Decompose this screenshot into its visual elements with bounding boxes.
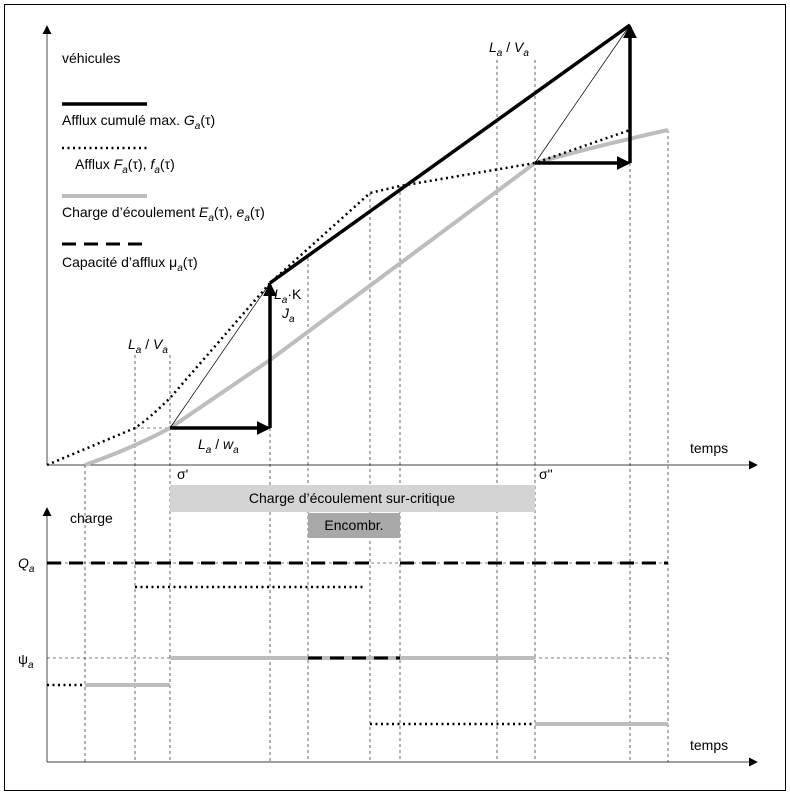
text-part: L — [128, 336, 136, 352]
text-part: L — [489, 39, 497, 55]
text-part: (τ) — [250, 204, 265, 220]
text-part: Afflux cumulé max. — [62, 112, 184, 128]
text-part: F — [114, 156, 124, 172]
axes — [42, 25, 758, 767]
band-label: Encombr. — [324, 517, 383, 533]
text-part: (τ), — [128, 156, 151, 172]
text-part: / — [211, 436, 223, 452]
text-part: / — [502, 39, 514, 55]
legend-label: Charge d’écoulement Ea(τ), ea(τ) — [62, 204, 265, 224]
text-part: a — [233, 445, 239, 456]
level-label: Qa — [18, 555, 35, 575]
annotation: La·K — [274, 286, 302, 306]
legend-swatches — [62, 102, 147, 246]
text-part: V — [153, 336, 164, 352]
text-part: Q — [18, 555, 29, 571]
text-part: (τ) — [183, 254, 198, 270]
text-part: (τ), — [214, 204, 237, 220]
text-part: a — [206, 445, 212, 456]
lower-x-axis-label: temps — [690, 737, 728, 753]
annotation: La / Va — [128, 336, 168, 356]
text-part: a — [136, 345, 142, 356]
text-part: f — [150, 156, 156, 172]
level-label: ψa — [18, 651, 34, 671]
text-part: L — [274, 286, 282, 302]
x-axis-label: temps — [690, 440, 728, 456]
congestion-band — [308, 513, 400, 538]
lower-y-axis-label: charge — [70, 510, 113, 526]
text-part: a — [282, 295, 288, 306]
text-part: e — [237, 204, 245, 220]
text-part: L — [198, 436, 206, 452]
text-part: a — [177, 263, 183, 274]
text-part: Charge d’écoulement — [62, 204, 199, 220]
frame — [4, 4, 786, 791]
text-part: a — [154, 165, 160, 176]
y-axis-label: véhicules — [62, 50, 120, 66]
text-part: J — [281, 305, 290, 321]
text-part: a — [162, 345, 168, 356]
supercritical-band — [170, 485, 535, 512]
text-part: a — [208, 213, 214, 224]
text-part: a — [289, 314, 295, 325]
band-label: Charge d’écoulement sur-critique — [249, 490, 455, 506]
annotation: σ' — [177, 466, 188, 482]
text-part: Afflux — [75, 156, 114, 172]
text-part: E — [199, 204, 209, 220]
legend-label: Capacité d’afflux μa(τ) — [62, 254, 198, 274]
text-part: G — [184, 112, 195, 128]
text-part: a — [244, 213, 250, 224]
text-part: V — [514, 39, 525, 55]
annotation: La / Va — [489, 39, 529, 59]
lower-lines — [47, 561, 668, 726]
legend-label: Afflux Fa(τ), fa(τ) — [75, 156, 175, 176]
text-part: a — [28, 660, 34, 671]
text-part: a — [122, 165, 128, 176]
annotation: σ" — [539, 466, 553, 482]
text-part: Capacité d’afflux μ — [62, 254, 177, 270]
text-part: a — [523, 48, 529, 59]
text-part: (τ) — [200, 112, 215, 128]
text-part: a — [29, 564, 35, 575]
annotation: La / wa — [198, 436, 239, 456]
annotation: Ja — [281, 305, 295, 325]
text-part: / — [141, 336, 153, 352]
text-part: a — [195, 121, 201, 132]
text-part: w — [223, 436, 234, 452]
text-part: (τ) — [160, 156, 175, 172]
legend-label: Afflux cumulé max. Ga(τ) — [62, 112, 215, 132]
text-part: ·K — [287, 286, 302, 302]
curves — [46, 23, 669, 467]
text-part: a — [497, 48, 503, 59]
text-part: ψ — [18, 651, 28, 667]
